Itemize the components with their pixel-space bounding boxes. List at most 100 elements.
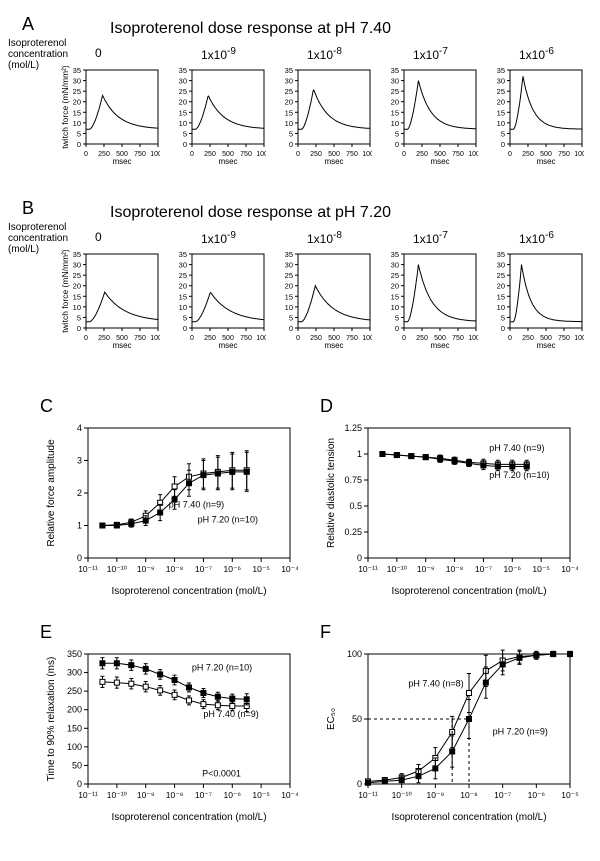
svg-text:15: 15	[285, 292, 293, 301]
svg-text:250: 250	[98, 335, 110, 342]
svg-text:10⁻¹¹: 10⁻¹¹	[78, 564, 98, 574]
svg-text:10⁻⁶: 10⁻⁶	[528, 790, 545, 800]
svg-text:msec: msec	[112, 157, 131, 166]
svg-text:20: 20	[73, 98, 81, 107]
twitch-plot: 0510152025303502505007501000 msec	[272, 66, 372, 166]
twitch-plot: 0510152025303502505007501000 msec	[272, 250, 372, 350]
twitch-plot: 0510152025303502505007501000 msec	[166, 250, 266, 350]
svg-text:10: 10	[497, 119, 505, 128]
svg-text:0: 0	[296, 151, 300, 158]
twitch-svg: 0510152025303502505007501000 msec	[166, 250, 266, 350]
svg-text:0: 0	[183, 324, 187, 333]
svg-text:5: 5	[77, 129, 81, 138]
svg-text:msec: msec	[218, 341, 237, 350]
svg-text:10⁻⁵: 10⁻⁵	[532, 564, 549, 574]
svg-text:0.75: 0.75	[344, 475, 362, 485]
svg-text:1000: 1000	[150, 151, 160, 158]
svg-text:pH 7.20 (n=10): pH 7.20 (n=10)	[198, 514, 258, 524]
svg-text:0: 0	[77, 553, 82, 563]
svg-text:10: 10	[179, 119, 187, 128]
svg-text:30: 30	[391, 77, 399, 86]
svg-text:25: 25	[179, 271, 187, 280]
svg-text:1: 1	[77, 521, 82, 531]
twitch-svg: 0510152025303502505007501000 msec twitch…	[60, 250, 160, 350]
svg-text:Relative force amplitude: Relative force amplitude	[46, 439, 57, 547]
svg-text:1000: 1000	[362, 151, 372, 158]
svg-text:250: 250	[204, 335, 216, 342]
svg-text:0: 0	[395, 324, 399, 333]
svg-text:30: 30	[285, 77, 293, 86]
svg-text:25: 25	[391, 87, 399, 96]
svg-text:pH 7.40 (n=9): pH 7.40 (n=9)	[169, 500, 224, 510]
svg-text:0.5: 0.5	[349, 501, 362, 511]
svg-text:35: 35	[497, 66, 505, 75]
dose-panel-d: 00.250.50.7511.2510⁻¹¹10⁻¹⁰10⁻⁹10⁻⁸10⁻⁷1…	[320, 420, 580, 600]
svg-text:350: 350	[67, 649, 82, 659]
svg-text:10⁻¹¹: 10⁻¹¹	[78, 790, 98, 800]
concentration-label: 1x10-9	[201, 46, 236, 62]
svg-text:msec: msec	[536, 341, 555, 350]
svg-text:10⁻¹⁰: 10⁻¹⁰	[387, 564, 408, 574]
svg-text:30: 30	[73, 77, 81, 86]
svg-text:20: 20	[497, 98, 505, 107]
svg-text:15: 15	[179, 108, 187, 117]
twitch-svg: 0510152025303502505007501000 msec	[484, 250, 584, 350]
svg-text:pH 7.20 (n=10): pH 7.20 (n=10)	[192, 663, 252, 673]
svg-text:15: 15	[285, 108, 293, 117]
svg-text:pH 7.40 (n=9): pH 7.40 (n=9)	[489, 443, 544, 453]
concentration-label: 1x10-6	[519, 46, 554, 62]
svg-text:5: 5	[501, 313, 505, 322]
svg-text:pH 7.40 (n=9): pH 7.40 (n=9)	[203, 709, 258, 719]
svg-text:250: 250	[416, 151, 428, 158]
svg-text:twitch force (mN/mm²): twitch force (mN/mm²)	[60, 66, 70, 149]
svg-text:1000: 1000	[256, 335, 266, 342]
svg-text:10⁻⁷: 10⁻⁷	[195, 564, 212, 574]
svg-text:0: 0	[77, 324, 81, 333]
dose-svg-D: 00.250.50.7511.2510⁻¹¹10⁻¹⁰10⁻⁹10⁻⁸10⁻⁷1…	[320, 420, 580, 600]
svg-text:100: 100	[67, 742, 82, 752]
svg-text:1.25: 1.25	[344, 423, 362, 433]
svg-text:5: 5	[395, 313, 399, 322]
svg-text:Isoproterenol concentration (m: Isoproterenol concentration (mol/L)	[111, 812, 266, 823]
svg-text:250: 250	[98, 151, 110, 158]
svg-text:twitch force (mN/mm²): twitch force (mN/mm²)	[60, 250, 70, 333]
twitch-row-b: 0510152025303502505007501000 msec twitch…	[50, 230, 590, 350]
svg-text:0: 0	[395, 140, 399, 149]
svg-text:1000: 1000	[362, 335, 372, 342]
svg-text:20: 20	[179, 282, 187, 291]
svg-text:20: 20	[285, 282, 293, 291]
svg-text:750: 750	[558, 335, 570, 342]
svg-text:10⁻⁹: 10⁻⁹	[137, 790, 155, 800]
svg-text:35: 35	[179, 66, 187, 75]
svg-text:750: 750	[240, 151, 252, 158]
svg-text:250: 250	[67, 686, 82, 696]
svg-text:0: 0	[84, 335, 88, 342]
svg-text:10⁻⁹: 10⁻⁹	[417, 564, 435, 574]
svg-text:msec: msec	[112, 341, 131, 350]
svg-text:10⁻⁷: 10⁻⁷	[494, 790, 511, 800]
svg-text:msec: msec	[536, 157, 555, 166]
twitch-svg: 0510152025303502505007501000 msec twitch…	[60, 66, 160, 166]
svg-text:250: 250	[310, 335, 322, 342]
svg-text:15: 15	[497, 108, 505, 117]
svg-text:0: 0	[402, 335, 406, 342]
svg-text:300: 300	[67, 668, 82, 678]
svg-text:10⁻⁴: 10⁻⁴	[281, 790, 299, 800]
svg-text:250: 250	[522, 335, 534, 342]
svg-text:10⁻¹⁰: 10⁻¹⁰	[107, 564, 128, 574]
svg-text:10⁻⁵: 10⁻⁵	[561, 790, 578, 800]
svg-text:10⁻⁴: 10⁻⁴	[281, 564, 299, 574]
svg-text:25: 25	[73, 87, 81, 96]
svg-text:10⁻⁸: 10⁻⁸	[460, 790, 478, 800]
panel-label-d: D	[320, 396, 333, 417]
svg-text:750: 750	[134, 151, 146, 158]
svg-text:10⁻⁶: 10⁻⁶	[224, 564, 241, 574]
svg-text:50: 50	[72, 760, 82, 770]
svg-text:0: 0	[357, 779, 362, 789]
svg-text:30: 30	[179, 77, 187, 86]
svg-text:msec: msec	[218, 157, 237, 166]
panel-label-f: F	[320, 622, 331, 643]
svg-text:750: 750	[558, 151, 570, 158]
svg-text:0: 0	[84, 151, 88, 158]
svg-text:pH 7.40 (n=8): pH 7.40 (n=8)	[408, 679, 463, 689]
